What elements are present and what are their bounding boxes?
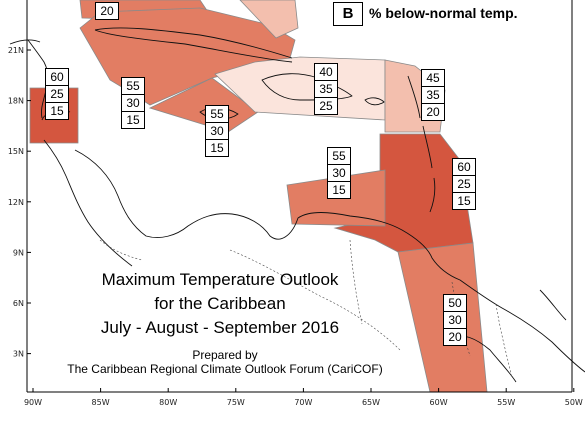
- prob-value: 30: [122, 95, 144, 112]
- prob-value: 15: [126, 113, 140, 127]
- title-line-2: for the Caribbean: [154, 294, 286, 313]
- prob-value: 55: [122, 78, 144, 95]
- prob-value: 30: [444, 312, 466, 329]
- prob-value: 15: [50, 104, 64, 118]
- longitude-tick-label: 70W: [294, 398, 312, 407]
- prob-box-windward: 60 25 15: [452, 158, 476, 210]
- prob-value: 45: [422, 70, 444, 87]
- zone-upper-right: [239, 0, 299, 39]
- prob-box-leeward: 45 35 20: [421, 69, 445, 121]
- credit-organization: The Caribbean Regional Climate Outlook F…: [67, 362, 383, 376]
- longitude-axis: 90W 85W 80W 75W 70W 65W 60W 55W 50W: [24, 388, 583, 407]
- prob-value: 50: [444, 295, 466, 312]
- prob-value: 55: [206, 106, 228, 123]
- longitude-tick-label: 75W: [227, 398, 245, 407]
- prob-box-belize: 60 25 15: [45, 68, 69, 120]
- prob-box-jamaica: 55 30 15: [205, 105, 229, 157]
- prob-value: 25: [46, 86, 68, 103]
- latitude-tick-label: 21N: [8, 46, 24, 55]
- prob-value: 60: [46, 69, 68, 86]
- prob-box-top-partial: 20: [95, 2, 119, 20]
- longitude-tick-label: 65W: [362, 398, 380, 407]
- longitude-tick-label: 90W: [24, 398, 42, 407]
- legend-description: % below-normal temp.: [369, 5, 518, 21]
- legend-key-box: B: [333, 2, 363, 26]
- longitude-tick-label: 60W: [430, 398, 448, 407]
- prob-value: 55: [328, 148, 350, 165]
- prob-value: 60: [453, 159, 475, 176]
- title-line-1: Maximum Temperature Outlook: [101, 270, 339, 289]
- prob-value: 40: [315, 64, 337, 81]
- prob-value: 20: [426, 105, 440, 119]
- prob-value: 15: [457, 194, 471, 208]
- credit-prepared-by: Prepared by: [192, 348, 258, 362]
- prob-value: 20: [448, 330, 462, 344]
- title-line-3: July - August - September 2016: [100, 318, 340, 337]
- latitude-tick-label: 18N: [8, 97, 24, 106]
- latitude-tick-label: 15N: [8, 147, 24, 156]
- prob-box-cuba-cayman: 55 30 15: [121, 77, 145, 129]
- latitude-tick-label: 9N: [13, 248, 24, 257]
- prob-value: 20: [100, 4, 114, 18]
- prob-box-hispaniola: 40 35 25: [314, 63, 338, 115]
- latitude-tick-label: 12N: [8, 198, 24, 207]
- prob-value: 15: [210, 141, 224, 155]
- prob-box-abc: 55 30 15: [327, 147, 351, 199]
- prob-value: 15: [332, 183, 346, 197]
- prob-value: 30: [206, 123, 228, 140]
- longitude-tick-label: 50W: [565, 398, 583, 407]
- latitude-tick-label: 3N: [13, 350, 24, 359]
- map-title: Maximum Temperature Outlook for the Cari…: [60, 268, 380, 340]
- latitude-tick-label: 6N: [13, 299, 24, 308]
- longitude-tick-label: 55W: [497, 398, 515, 407]
- prob-value: 25: [319, 99, 333, 113]
- latitude-axis: 21N 18N 15N 12N 9N 6N 3N: [8, 46, 31, 359]
- prob-value: 35: [315, 81, 337, 98]
- map-frame: [26, 0, 573, 393]
- map-credit: Prepared by The Caribbean Regional Clima…: [30, 348, 420, 376]
- prob-box-guianas: 50 30 20: [443, 294, 467, 346]
- prob-value: 30: [328, 165, 350, 182]
- longitude-tick-label: 85W: [92, 398, 110, 407]
- prob-value: 25: [453, 176, 475, 193]
- prob-value: 35: [422, 87, 444, 104]
- longitude-tick-label: 80W: [159, 398, 177, 407]
